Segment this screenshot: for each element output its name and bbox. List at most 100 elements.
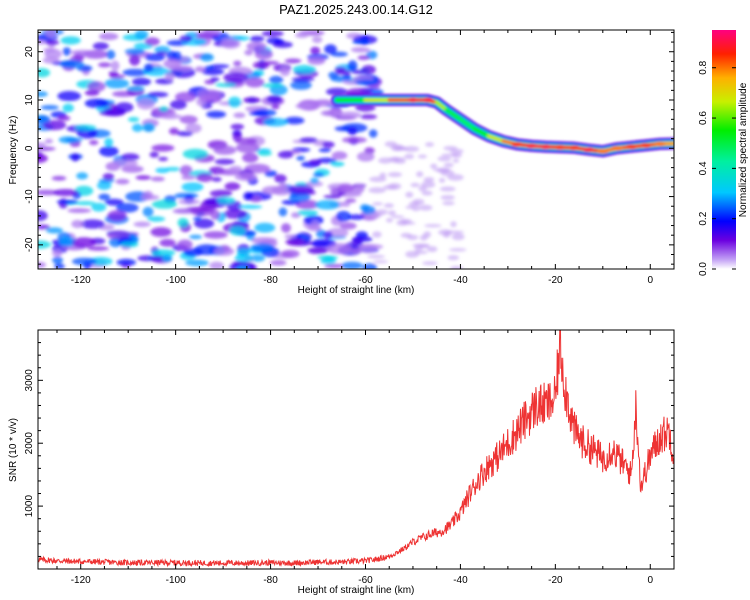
noise-blob (38, 261, 46, 268)
noise-blob (142, 122, 156, 132)
noise-blob (62, 103, 74, 113)
colorbar-tick-label: 0.6 (698, 111, 709, 125)
y-tick-label: -10 (24, 189, 35, 204)
noise-blob (65, 137, 83, 143)
noise-blob (52, 249, 63, 257)
noise-blob (272, 41, 293, 48)
noise-blob (80, 219, 105, 229)
noise-blob (442, 201, 455, 206)
x-tick-label: 0 (647, 275, 653, 286)
noise-blob (150, 227, 172, 237)
noise-blob (179, 35, 193, 43)
noise-blob (59, 59, 85, 69)
noise-blob (98, 193, 111, 201)
noise-blob (312, 36, 323, 44)
noise-blob (181, 175, 196, 180)
noise-blob (243, 191, 254, 201)
noise-blob (54, 263, 65, 269)
noise-blob (309, 177, 320, 184)
noise-blob (131, 77, 152, 86)
noise-blob (151, 144, 175, 152)
noise-blob (159, 106, 169, 112)
noise-blob (223, 72, 249, 83)
x-tick-label: 0 (647, 575, 653, 586)
noise-blob (285, 238, 305, 246)
noise-blob (177, 239, 193, 250)
noise-blob (412, 198, 425, 206)
noise-blob (87, 81, 106, 92)
noise-blob (99, 146, 119, 157)
noise-blob (315, 200, 340, 210)
noise-blob (179, 115, 198, 124)
noise-blob (132, 123, 143, 132)
noise-blob (45, 40, 60, 45)
noise-blob (70, 49, 95, 56)
colorbar-gradient (712, 30, 736, 269)
noise-blob (254, 48, 273, 60)
noise-blob (341, 261, 363, 269)
noise-blob (206, 110, 227, 119)
noise-blob (242, 97, 261, 104)
noise-blob (324, 263, 345, 269)
noise-blob (341, 201, 351, 207)
noise-blob (166, 50, 177, 61)
noise-blob (352, 39, 371, 45)
noise-blob (440, 195, 455, 200)
noise-blob (278, 207, 288, 217)
noise-blob (372, 231, 382, 238)
snr-frame (37, 329, 675, 570)
noise-blob (151, 249, 176, 257)
noise-blob (133, 221, 151, 228)
spectrogram-y-ticks: -20 -10 0 10 20 (24, 31, 674, 265)
noise-blob (104, 137, 114, 147)
noise-blob (124, 48, 145, 55)
noise-blob (355, 80, 379, 86)
noise-blob (224, 182, 241, 191)
noise-blob (405, 205, 415, 209)
noise-blob (92, 42, 109, 50)
noise-blob (223, 209, 248, 219)
noise-blob (99, 32, 119, 41)
noise-blob (250, 243, 275, 252)
colorbar-tick-label: 0.2 (698, 211, 709, 225)
noise-blob (169, 127, 179, 135)
noise-blob (295, 199, 319, 210)
noise-blob (449, 148, 464, 154)
noise-blob (193, 216, 202, 221)
ridge-peak (653, 141, 666, 147)
noise-blob (214, 158, 235, 165)
noise-blob (299, 137, 318, 143)
noise-blob (209, 64, 230, 69)
noise-blob (324, 44, 337, 55)
noise-blob (339, 222, 357, 230)
noise-blob (347, 60, 358, 72)
noise-blob (360, 114, 378, 120)
noise-blob (135, 175, 152, 180)
snr-x-label: Height of straight line (km) (298, 585, 415, 596)
noise-blob (234, 137, 258, 145)
noise-blob (194, 218, 215, 229)
noise-blob (234, 254, 254, 263)
spectrogram-frame (37, 29, 675, 270)
noise-blob (292, 64, 316, 74)
noise-blob (323, 256, 335, 262)
noise-blob (76, 128, 98, 139)
noise-blob (281, 249, 300, 258)
noise-blob (248, 110, 269, 116)
y-tick-label: 1000 (24, 495, 35, 518)
noise-blob (410, 182, 420, 188)
ridge-peak (525, 143, 538, 149)
ridge-track (331, 94, 674, 158)
noise-blob (369, 129, 378, 138)
noise-blob (211, 177, 222, 182)
noise-blob (210, 209, 220, 220)
noise-blob (246, 41, 267, 52)
noise-blob (97, 181, 112, 190)
noise-blob (38, 240, 51, 249)
noise-blob (263, 117, 288, 127)
noise-blob (210, 77, 220, 82)
noise-blob (57, 91, 81, 102)
noise-blob (309, 159, 322, 166)
noise-blob (147, 91, 169, 98)
